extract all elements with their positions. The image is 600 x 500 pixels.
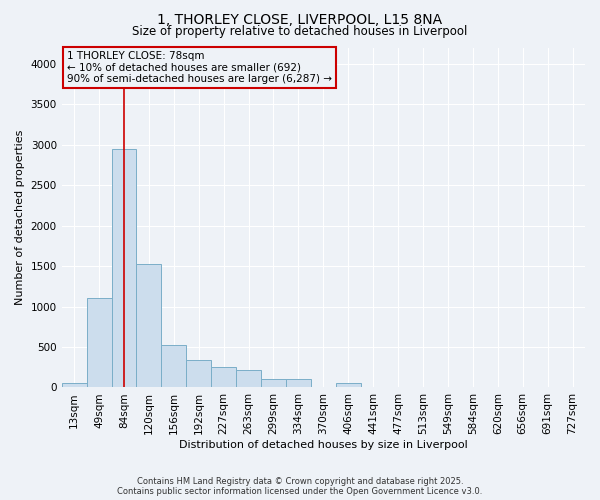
Bar xyxy=(186,360,211,388)
X-axis label: Distribution of detached houses by size in Liverpool: Distribution of detached houses by size … xyxy=(179,440,468,450)
Text: 1 THORLEY CLOSE: 78sqm
← 10% of detached houses are smaller (692)
90% of semi-de: 1 THORLEY CLOSE: 78sqm ← 10% of detached… xyxy=(67,51,332,84)
Bar xyxy=(286,380,311,388)
Text: 1, THORLEY CLOSE, LIVERPOOL, L15 8NA: 1, THORLEY CLOSE, LIVERPOOL, L15 8NA xyxy=(157,12,443,26)
Bar xyxy=(86,298,112,388)
Bar xyxy=(62,383,86,388)
Bar xyxy=(336,384,361,388)
Text: Size of property relative to detached houses in Liverpool: Size of property relative to detached ho… xyxy=(133,25,467,38)
Text: Contains HM Land Registry data © Crown copyright and database right 2025.
Contai: Contains HM Land Registry data © Crown c… xyxy=(118,476,482,496)
Bar xyxy=(112,148,136,388)
Bar xyxy=(211,367,236,388)
Bar xyxy=(136,264,161,388)
Bar xyxy=(261,380,286,388)
Bar xyxy=(236,370,261,388)
Bar xyxy=(161,346,186,388)
Y-axis label: Number of detached properties: Number of detached properties xyxy=(15,130,25,305)
